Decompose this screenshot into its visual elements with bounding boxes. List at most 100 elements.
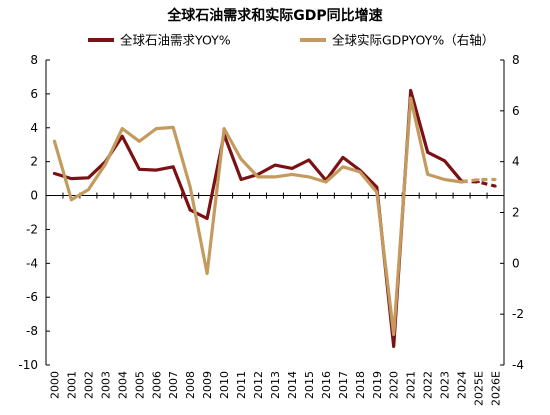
data-point [426,173,429,176]
data-point [121,127,124,130]
y-tick-label-left: -6 [26,290,38,304]
x-tick-label: 2006 [150,371,163,399]
data-point [53,172,56,175]
y-tick-label-left: -8 [26,324,38,338]
x-tick-label: 2005 [133,371,146,399]
data-point [273,175,277,179]
legend-label-1: 全球石油需求YOY% [120,33,231,48]
legend: 全球石油需求YOY% 全球实际GDPYOY%（右轴） [88,33,494,48]
series-layer [52,88,497,348]
data-point [426,151,429,154]
series-line-forecast [461,177,496,184]
data-point [409,89,412,92]
data-point [443,178,446,181]
x-tick-label: 2023 [439,371,452,399]
data-point [409,96,412,100]
data-point [477,180,480,184]
x-tick-label: 2002 [82,371,95,399]
data-point [341,165,345,168]
y-tick-label-right: -4 [512,358,524,372]
data-point [477,178,480,181]
x-tick-label: 2020 [388,371,401,399]
data-point [138,168,141,171]
data-point [104,163,107,166]
data-point [443,159,446,162]
data-point [341,156,345,159]
y-tick-label-right: 4 [512,155,520,169]
x-tick-label: 2004 [116,371,129,399]
data-point [494,185,497,188]
x-tick-label: 2012 [252,371,265,399]
data-point [121,135,124,138]
series-2 [52,96,497,337]
data-point [460,180,463,184]
x-tick-label: 2011 [235,371,248,399]
legend-label-2: 全球实际GDPYOY%（右轴） [332,33,494,48]
series-line-actual [52,96,464,337]
x-tick-label: 2022 [422,371,435,399]
x-tick-label: 2016 [320,371,333,399]
data-point [155,168,158,172]
x-tick-label: 2010 [218,371,231,399]
data-point [358,170,361,173]
data-point [239,157,243,161]
y-tick-label-right: 8 [512,53,520,67]
data-point [53,140,56,143]
data-point [155,127,158,130]
x-tick-label: 2018 [354,371,367,399]
x-tick-label: 2015 [303,371,316,399]
x-tick-label: 2024 [456,371,469,399]
data-point [222,127,226,130]
data-point [189,185,192,189]
data-point [375,185,378,189]
x-tick-label: 2025E [473,371,486,406]
y-tick-label-left: 0 [30,189,38,203]
y-tick-label-left: -2 [26,222,38,236]
x-tick-label: 2026E [490,371,503,406]
x-tick-label: 2003 [99,371,112,399]
data-point [375,191,378,194]
data-point [239,178,243,181]
x-tick-label: 2009 [201,371,214,399]
x-tick-label: 2013 [269,371,282,399]
data-point [494,178,497,181]
data-point [87,188,90,191]
axes: 8 6 4 2 0 -2 -4 -6 -8 -10 8 6 4 2 0 -2 -4 2000 2001 2002 200… [18,53,524,406]
data-point [324,180,328,184]
data-point [205,217,209,220]
x-tick-label: 2001 [65,371,78,399]
chart-title: 全球石油需求和实际GDP同比增速 [166,7,382,24]
y-tick-label-right: 6 [512,104,520,118]
y-tick-label-right: 2 [512,206,520,220]
y-tick-label-right: -2 [512,307,524,321]
x-tick-label: 2008 [184,371,197,399]
y-tick-label-right: 0 [512,256,520,270]
data-point [273,163,277,167]
y-tick-label-left: 8 [30,53,38,67]
series-1 [52,88,497,348]
y-tick-label-left: 2 [30,155,38,169]
data-point [290,167,294,170]
x-tick-label: 2021 [405,371,418,399]
data-point [392,345,395,348]
data-point [172,165,175,168]
data-point [138,140,141,143]
data-point [189,208,192,212]
x-tick-label: 2007 [167,371,180,399]
x-tick-label: 2000 [48,371,61,399]
data-point [290,173,294,176]
data-point [205,272,209,275]
data-point [70,177,73,180]
x-tick-label: 2014 [286,371,299,399]
data-point [392,333,395,336]
y-tick-label-left: -10 [18,358,38,372]
y-tick-label-left: 6 [30,87,38,101]
data-point [172,126,175,129]
data-point [70,198,73,201]
y-tick-label-left: 4 [30,121,38,135]
x-tick-label: 2017 [337,371,350,399]
data-point [87,176,90,179]
data-point [256,175,260,179]
y-tick-label-left: -4 [26,256,38,270]
